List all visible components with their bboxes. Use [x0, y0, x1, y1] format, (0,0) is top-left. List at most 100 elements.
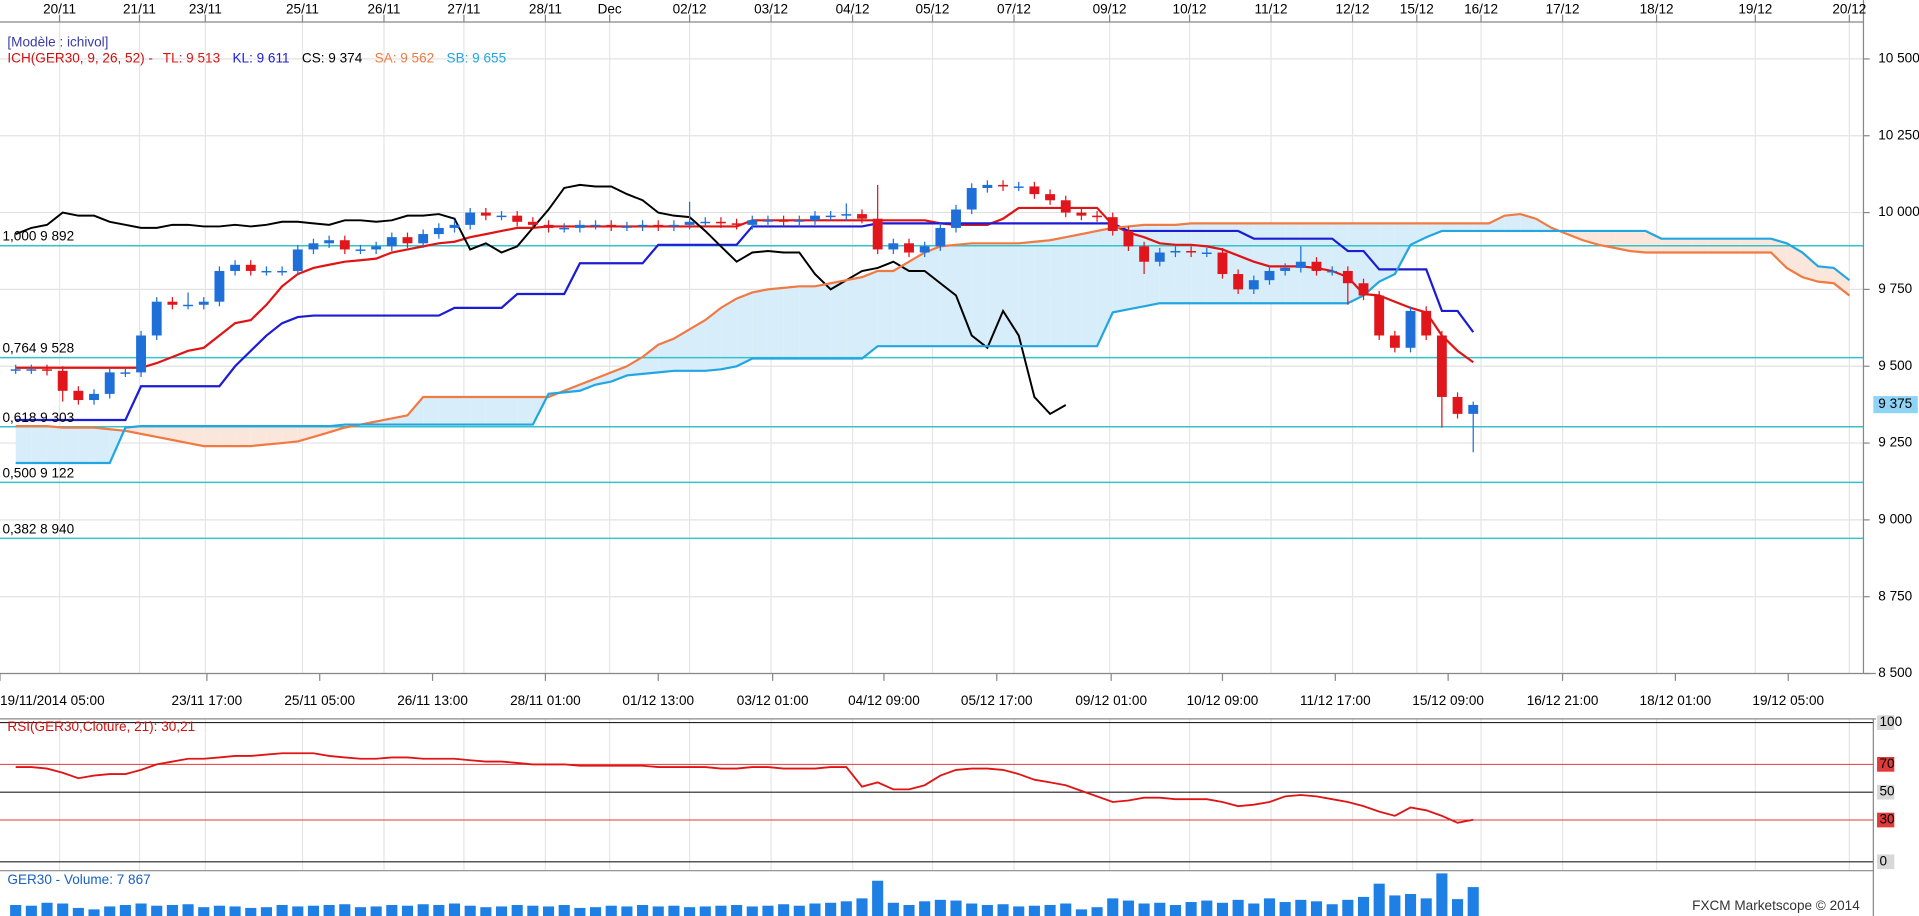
candle-body: [841, 214, 852, 216]
candle-body: [527, 221, 538, 225]
last-price-box: [1873, 396, 1918, 414]
candle-body: [1405, 310, 1416, 348]
volume-bar: [1467, 887, 1479, 916]
cloud-segment: [893, 261, 910, 347]
top-date-label: 07/12: [997, 1, 1031, 16]
candle-body: [1154, 252, 1165, 262]
cloud-segment: [250, 426, 267, 447]
candle-body: [1327, 270, 1338, 273]
candle-body: [700, 221, 711, 224]
volume-bar: [574, 907, 586, 916]
cloud-segment: [517, 396, 533, 425]
top-date-label: 15/12: [1400, 1, 1434, 16]
level-label: 0,618 9 303: [2, 410, 74, 425]
cloud-segment: [658, 338, 674, 373]
y-tick-label: 8 500: [1878, 665, 1912, 680]
candle-body: [951, 209, 961, 228]
candle-body: [1452, 396, 1463, 414]
volume-bar: [684, 907, 696, 916]
rsi-tick-box: [1877, 854, 1895, 870]
candle-body: [919, 246, 930, 253]
candle-body: [57, 370, 68, 391]
cloud-segment: [1112, 226, 1129, 313]
indicator-line: [15, 183, 1067, 416]
candle-body: [465, 212, 476, 225]
top-date-label: 28/11: [529, 1, 562, 16]
x-tick-label: 18/12 01:00: [1640, 693, 1712, 708]
volume-bar: [809, 903, 821, 916]
candle-body: [1201, 252, 1212, 254]
candle-body: [355, 249, 366, 251]
candle-body: [888, 243, 899, 250]
candle-body: [292, 249, 303, 271]
cloud-segment: [391, 415, 408, 425]
volume-bar: [1373, 883, 1385, 916]
volume-bar: [1279, 902, 1291, 916]
volume-bar: [88, 909, 100, 916]
top-date-label: 03/12: [754, 1, 788, 16]
candle-body: [606, 224, 617, 227]
candle-body: [151, 301, 162, 336]
cloud-segment: [47, 426, 63, 464]
volume-bar: [887, 902, 899, 916]
candle-body: [810, 215, 820, 221]
volume-bar: [1420, 898, 1432, 916]
candle-body: [637, 224, 648, 227]
cloud-segment: [1175, 223, 1192, 304]
volume-bar: [715, 905, 727, 916]
cloud-segment: [830, 280, 847, 359]
indicator-label: ICH(GER30, 9, 26, 52) -: [7, 50, 153, 65]
candle-body: [559, 227, 570, 230]
volume-bar: [72, 907, 84, 916]
candle-body: [966, 187, 977, 210]
candle-body: [136, 335, 146, 373]
volume-bar: [1342, 899, 1354, 916]
volume-bar: [10, 904, 22, 916]
volume-bar: [119, 904, 131, 916]
cloud-segment: [1034, 240, 1051, 347]
volume-bar: [590, 907, 602, 916]
legend-entry: SA: 9 562: [375, 50, 435, 65]
x-tick-label: 03/12 01:00: [737, 693, 809, 708]
volume-bar: [354, 907, 367, 916]
cloud-segment: [62, 427, 79, 464]
candle-body: [574, 224, 585, 228]
volume-bar: [778, 904, 790, 916]
volume-bar: [762, 905, 774, 916]
volume-bar: [668, 905, 680, 916]
volume-bar: [1060, 903, 1072, 916]
top-date-label: 19/12: [1738, 1, 1772, 16]
y-tick-label: 9 250: [1878, 435, 1912, 450]
candle-body: [1123, 231, 1134, 247]
volume-bar: [213, 905, 225, 916]
rsi-title: RSI(GER30,Cloture, 21): 30,21: [7, 719, 195, 734]
cloud-segment: [219, 426, 236, 447]
y-tick-label: 9 750: [1878, 281, 1912, 296]
cloud-segment: [1003, 243, 1019, 347]
top-date-label: 16/12: [1464, 1, 1498, 16]
volume-bar: [151, 905, 163, 916]
cloud-segment: [940, 244, 957, 347]
y-tick-label: 10 000: [1878, 204, 1919, 219]
cloud-segment: [1786, 243, 1803, 278]
cloud-segment: [1410, 223, 1427, 245]
volume-bar: [1263, 898, 1276, 916]
volume-bar: [104, 906, 116, 916]
legend-entry: TL: 9 513: [163, 50, 220, 65]
rsi-line: [15, 752, 1474, 824]
top-date-label: 04/12: [836, 1, 870, 16]
volume-bar: [1107, 898, 1119, 916]
volume-bar: [495, 906, 508, 916]
candle-body: [1186, 250, 1197, 253]
legend-entry: CS: 9 374: [302, 50, 363, 65]
candle-body: [308, 243, 319, 250]
top-date-label: 20/11: [43, 1, 76, 16]
indicator-line: [15, 222, 1475, 422]
volume-bar: [1075, 909, 1087, 916]
candle-body: [1358, 283, 1369, 296]
x-tick-label: 19/12 05:00: [1752, 693, 1824, 708]
volume-bar: [1216, 902, 1229, 916]
cloud-segment: [485, 396, 502, 425]
x-tick-label: 01/12 13:00: [622, 693, 694, 708]
cloud-segment: [1206, 223, 1223, 304]
